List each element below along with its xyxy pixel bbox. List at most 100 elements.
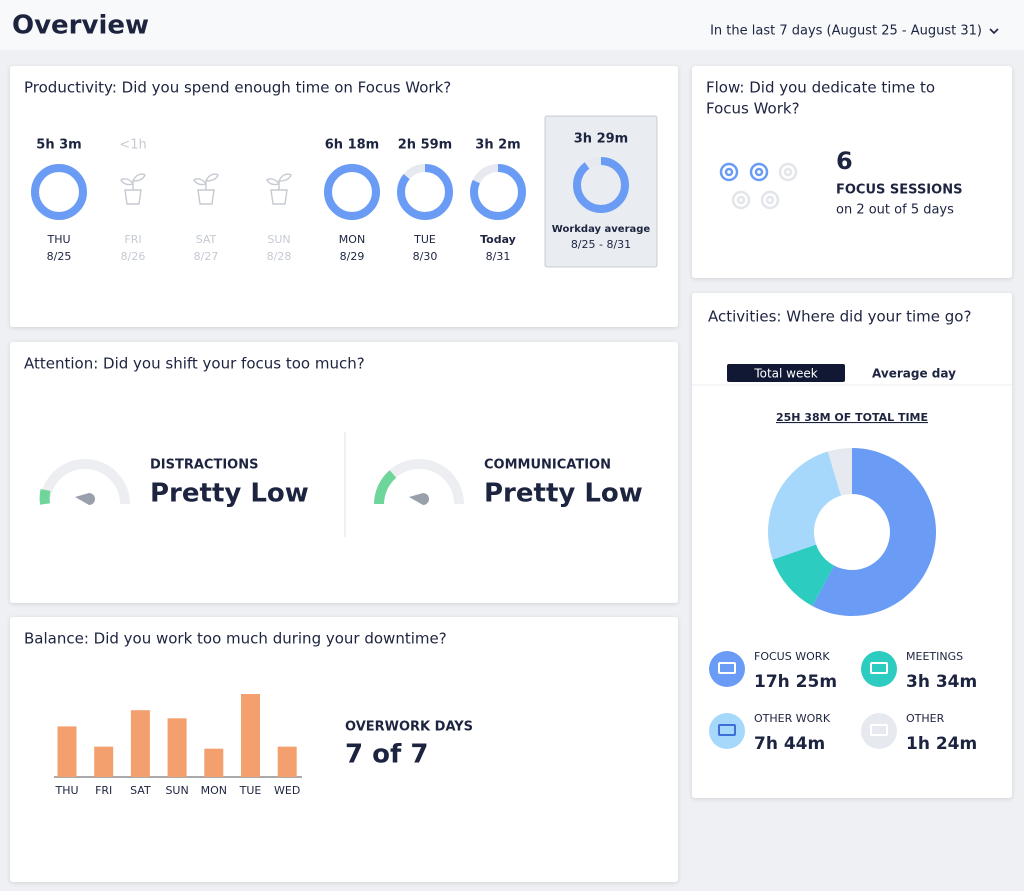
day-time: 3h 2m	[475, 138, 520, 153]
x-tick-label: FRI	[95, 784, 112, 797]
legend-name: FOCUS WORK	[754, 650, 830, 663]
x-tick-label: THU	[54, 784, 78, 797]
productivity-card	[10, 66, 678, 327]
plant-stem	[193, 173, 219, 190]
day-time: <1h	[119, 138, 146, 153]
bar	[57, 726, 77, 777]
dropdown-chevron[interactable]	[989, 28, 999, 35]
activities-card	[692, 293, 1012, 798]
plant-pot	[270, 189, 288, 205]
plant-icon	[266, 173, 292, 205]
bar	[167, 718, 187, 777]
card-title: Productivity: Did you spend enough time …	[24, 79, 451, 97]
ring-progress	[470, 164, 526, 220]
day-date: 8/30	[413, 250, 438, 263]
card-title: Focus Work?	[706, 100, 800, 118]
flow-icons	[719, 162, 798, 210]
average-range: 8/25 - 8/31	[571, 238, 631, 251]
day-date: 8/28	[267, 250, 292, 263]
legend-name: OTHER WORK	[754, 712, 831, 725]
x-tick-label: WED	[274, 784, 300, 797]
legend-icon	[861, 651, 897, 687]
ring-progress	[31, 164, 87, 220]
flow-card	[692, 66, 1012, 278]
pie-slice	[772, 544, 835, 607]
legend-value: 1h 24m	[906, 734, 977, 754]
date-range[interactable]: In the last 7 days (August 25 - August 3…	[710, 24, 982, 39]
legend-icon	[861, 713, 897, 749]
legend-icon	[709, 713, 745, 749]
gauge-needle	[409, 493, 429, 505]
total-time[interactable]: 25H 38M OF TOTAL TIME	[776, 411, 928, 424]
legend-name: OTHER	[906, 712, 945, 725]
card-title: Attention: Did you shift your focus too …	[24, 355, 365, 373]
balance-card	[10, 617, 678, 882]
gauge-level	[39, 488, 51, 505]
tab-active[interactable]	[727, 364, 845, 382]
bar	[94, 746, 114, 777]
flow-count: 6	[836, 147, 853, 175]
x-tick-label: SAT	[130, 784, 151, 797]
day-date: 8/29	[340, 250, 365, 263]
legend-glyph	[870, 662, 888, 674]
plant-stem	[120, 173, 146, 190]
summary-value: 7 of 7	[345, 740, 428, 770]
legend-value: 3h 34m	[906, 672, 977, 692]
attention-name: COMMUNICATION	[484, 458, 611, 473]
attention-level: Pretty Low	[484, 479, 643, 509]
page-title: Overview	[12, 11, 149, 41]
day-date: 8/31	[486, 250, 511, 263]
bar	[241, 694, 260, 777]
day-name: SAT	[196, 233, 217, 246]
attention-name: DISTRACTIONS	[150, 458, 258, 473]
attention-card	[10, 342, 678, 603]
bar	[277, 746, 297, 777]
day-time: 6h 18m	[325, 138, 379, 153]
bar	[204, 748, 224, 777]
day-name: MON	[339, 233, 365, 246]
day-name: TUE	[413, 233, 436, 246]
tab[interactable]: Average day	[872, 367, 956, 381]
plant-stem	[266, 173, 292, 190]
legend-glyph	[870, 724, 888, 736]
day-time: 2h 59m	[398, 138, 452, 153]
day-name: THU	[46, 233, 70, 246]
bar	[130, 710, 150, 777]
x-tick-label: SUN	[165, 784, 188, 797]
ring-progress	[324, 164, 380, 220]
gauge-needle	[75, 493, 95, 505]
card-title: Activities: Where did your time go?	[708, 308, 971, 326]
average-time: 3h 29m	[574, 132, 628, 147]
day-name: SUN	[267, 233, 290, 246]
gauge-level	[374, 470, 397, 505]
tab[interactable]: Total week	[753, 367, 817, 381]
day-name: FRI	[124, 233, 141, 246]
legend-icon	[709, 651, 745, 687]
day-name: Today	[480, 233, 516, 246]
average-label: Workday average	[552, 224, 651, 235]
day-date: 8/25	[47, 250, 72, 263]
ring-progress	[573, 157, 629, 213]
day-time: 5h 3m	[36, 138, 81, 153]
pie-slice	[827, 448, 852, 496]
x-tick-label: MON	[201, 784, 227, 797]
day-date: 8/27	[194, 250, 219, 263]
legend-glyph	[718, 724, 736, 736]
legend-value: 7h 44m	[754, 734, 825, 754]
average-box	[544, 115, 658, 268]
flow-detail: on 2 out of 5 days	[836, 203, 954, 218]
gauge-track	[40, 459, 130, 505]
ring-progress	[397, 164, 453, 220]
plant-icon	[120, 173, 146, 205]
plant-pot	[197, 189, 215, 205]
x-tick-label: TUE	[239, 784, 262, 797]
legend-glyph	[718, 662, 736, 674]
flow-label: FOCUS SESSIONS	[836, 183, 962, 198]
day-date: 8/26	[121, 250, 146, 263]
summary-label: OVERWORK DAYS	[345, 720, 473, 735]
pie-slice	[768, 451, 842, 560]
card-title: Balance: Did you work too much during yo…	[24, 630, 447, 648]
attention-level: Pretty Low	[150, 479, 309, 509]
